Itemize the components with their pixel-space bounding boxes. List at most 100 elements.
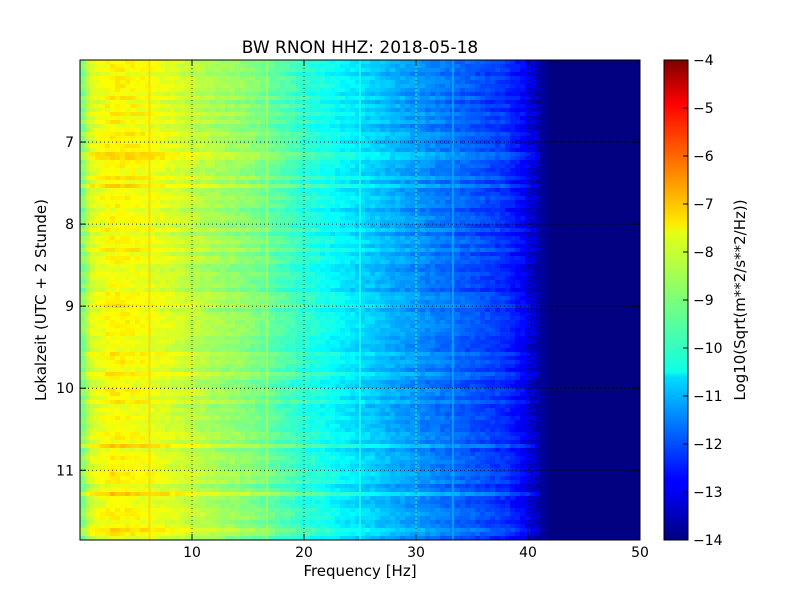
heatmap-cell xyxy=(290,120,296,125)
heatmap-cell xyxy=(425,92,431,97)
heatmap-cell xyxy=(220,88,226,93)
heatmap-cell xyxy=(600,156,606,161)
heatmap-cell xyxy=(405,228,411,233)
heatmap-cell xyxy=(625,136,631,141)
heatmap-cell xyxy=(400,192,406,197)
heatmap-cell xyxy=(440,216,446,221)
heatmap-cell xyxy=(190,144,196,149)
heatmap-cell xyxy=(125,188,131,193)
heatmap-cell xyxy=(225,72,231,77)
heatmap-cell xyxy=(405,96,411,101)
heatmap-cell xyxy=(525,168,531,173)
heatmap-cell xyxy=(355,200,361,205)
heatmap-cell xyxy=(200,140,206,145)
heatmap-cell xyxy=(340,68,346,73)
heatmap-cell xyxy=(360,164,366,169)
heatmap-cell xyxy=(565,172,571,177)
heatmap-cell xyxy=(440,164,446,169)
heatmap-cell xyxy=(230,68,236,73)
heatmap-cell xyxy=(180,188,186,193)
heatmap-cell xyxy=(340,224,346,229)
heatmap-cell xyxy=(445,80,451,85)
heatmap-cell xyxy=(485,68,491,73)
heatmap-cell xyxy=(470,232,476,237)
heatmap-cell xyxy=(310,164,316,169)
heatmap-cell xyxy=(300,204,306,209)
heatmap-cell xyxy=(180,192,186,197)
heatmap-cell xyxy=(270,152,276,157)
heatmap-cell xyxy=(150,100,156,105)
heatmap-cell xyxy=(245,120,251,125)
heatmap-cell xyxy=(225,64,231,69)
heatmap-cell xyxy=(625,132,631,137)
heatmap-cell xyxy=(455,64,461,69)
heatmap-cell xyxy=(430,188,436,193)
heatmap-cell xyxy=(340,180,346,185)
heatmap-cell xyxy=(325,224,331,229)
heatmap-cell xyxy=(400,148,406,153)
heatmap-cell xyxy=(380,188,386,193)
heatmap-cell xyxy=(405,100,411,105)
heatmap-cell xyxy=(355,80,361,85)
heatmap-cell xyxy=(335,152,341,157)
heatmap-cell xyxy=(250,188,256,193)
heatmap-cell xyxy=(365,68,371,73)
heatmap-cell xyxy=(150,72,156,77)
heatmap-cell xyxy=(540,156,546,161)
heatmap-cell xyxy=(620,116,626,121)
heatmap-cell xyxy=(155,68,161,73)
heatmap-cell xyxy=(510,60,516,65)
heatmap-cell xyxy=(340,204,346,209)
heatmap-cell xyxy=(530,188,536,193)
heatmap-cell xyxy=(490,80,496,85)
heatmap-cell xyxy=(480,120,486,125)
heatmap-cell xyxy=(390,128,396,133)
heatmap-cell xyxy=(325,104,331,109)
heatmap-cell xyxy=(510,68,516,73)
heatmap-cell xyxy=(490,224,496,229)
heatmap-cell xyxy=(430,200,436,205)
heatmap-cell xyxy=(170,60,176,65)
heatmap-cell xyxy=(295,232,301,237)
heatmap-cell xyxy=(170,204,176,209)
heatmap-cell xyxy=(330,196,336,201)
heatmap-cell xyxy=(480,212,486,217)
heatmap-cell xyxy=(400,80,406,85)
heatmap-cell xyxy=(475,124,481,129)
heatmap-cell xyxy=(305,112,311,117)
heatmap-cell xyxy=(480,152,486,157)
heatmap-cell xyxy=(225,192,231,197)
heatmap-cell xyxy=(215,148,221,153)
heatmap-cell xyxy=(100,188,106,193)
heatmap-cell xyxy=(90,228,96,233)
heatmap-cell xyxy=(425,76,431,81)
heatmap-cell xyxy=(205,72,211,77)
heatmap-cell xyxy=(460,124,466,129)
heatmap-cell xyxy=(325,200,331,205)
heatmap-cell xyxy=(105,68,111,73)
heatmap-cell xyxy=(535,120,541,125)
heatmap-cell xyxy=(525,136,531,141)
heatmap-cell xyxy=(415,160,421,165)
heatmap-cell xyxy=(635,232,640,237)
heatmap-cell xyxy=(390,156,396,161)
heatmap-cell xyxy=(390,116,396,121)
heatmap-cell xyxy=(120,100,126,105)
heatmap-cell xyxy=(475,212,481,217)
heatmap-cell xyxy=(590,136,596,141)
heatmap-cell xyxy=(240,236,246,241)
heatmap-cell xyxy=(520,120,526,125)
heatmap-cell xyxy=(510,156,516,161)
heatmap-cell xyxy=(395,164,401,169)
heatmap-cell xyxy=(410,92,416,97)
heatmap-cell xyxy=(555,108,561,113)
heatmap-cell xyxy=(375,100,381,105)
heatmap-cell xyxy=(610,212,616,217)
heatmap-cell xyxy=(310,232,316,237)
heatmap-cell xyxy=(105,88,111,93)
heatmap-cell xyxy=(90,180,96,185)
heatmap-cell xyxy=(525,232,531,237)
heatmap-cell xyxy=(335,204,341,209)
heatmap-cell xyxy=(125,228,131,233)
heatmap-cell xyxy=(280,68,286,73)
